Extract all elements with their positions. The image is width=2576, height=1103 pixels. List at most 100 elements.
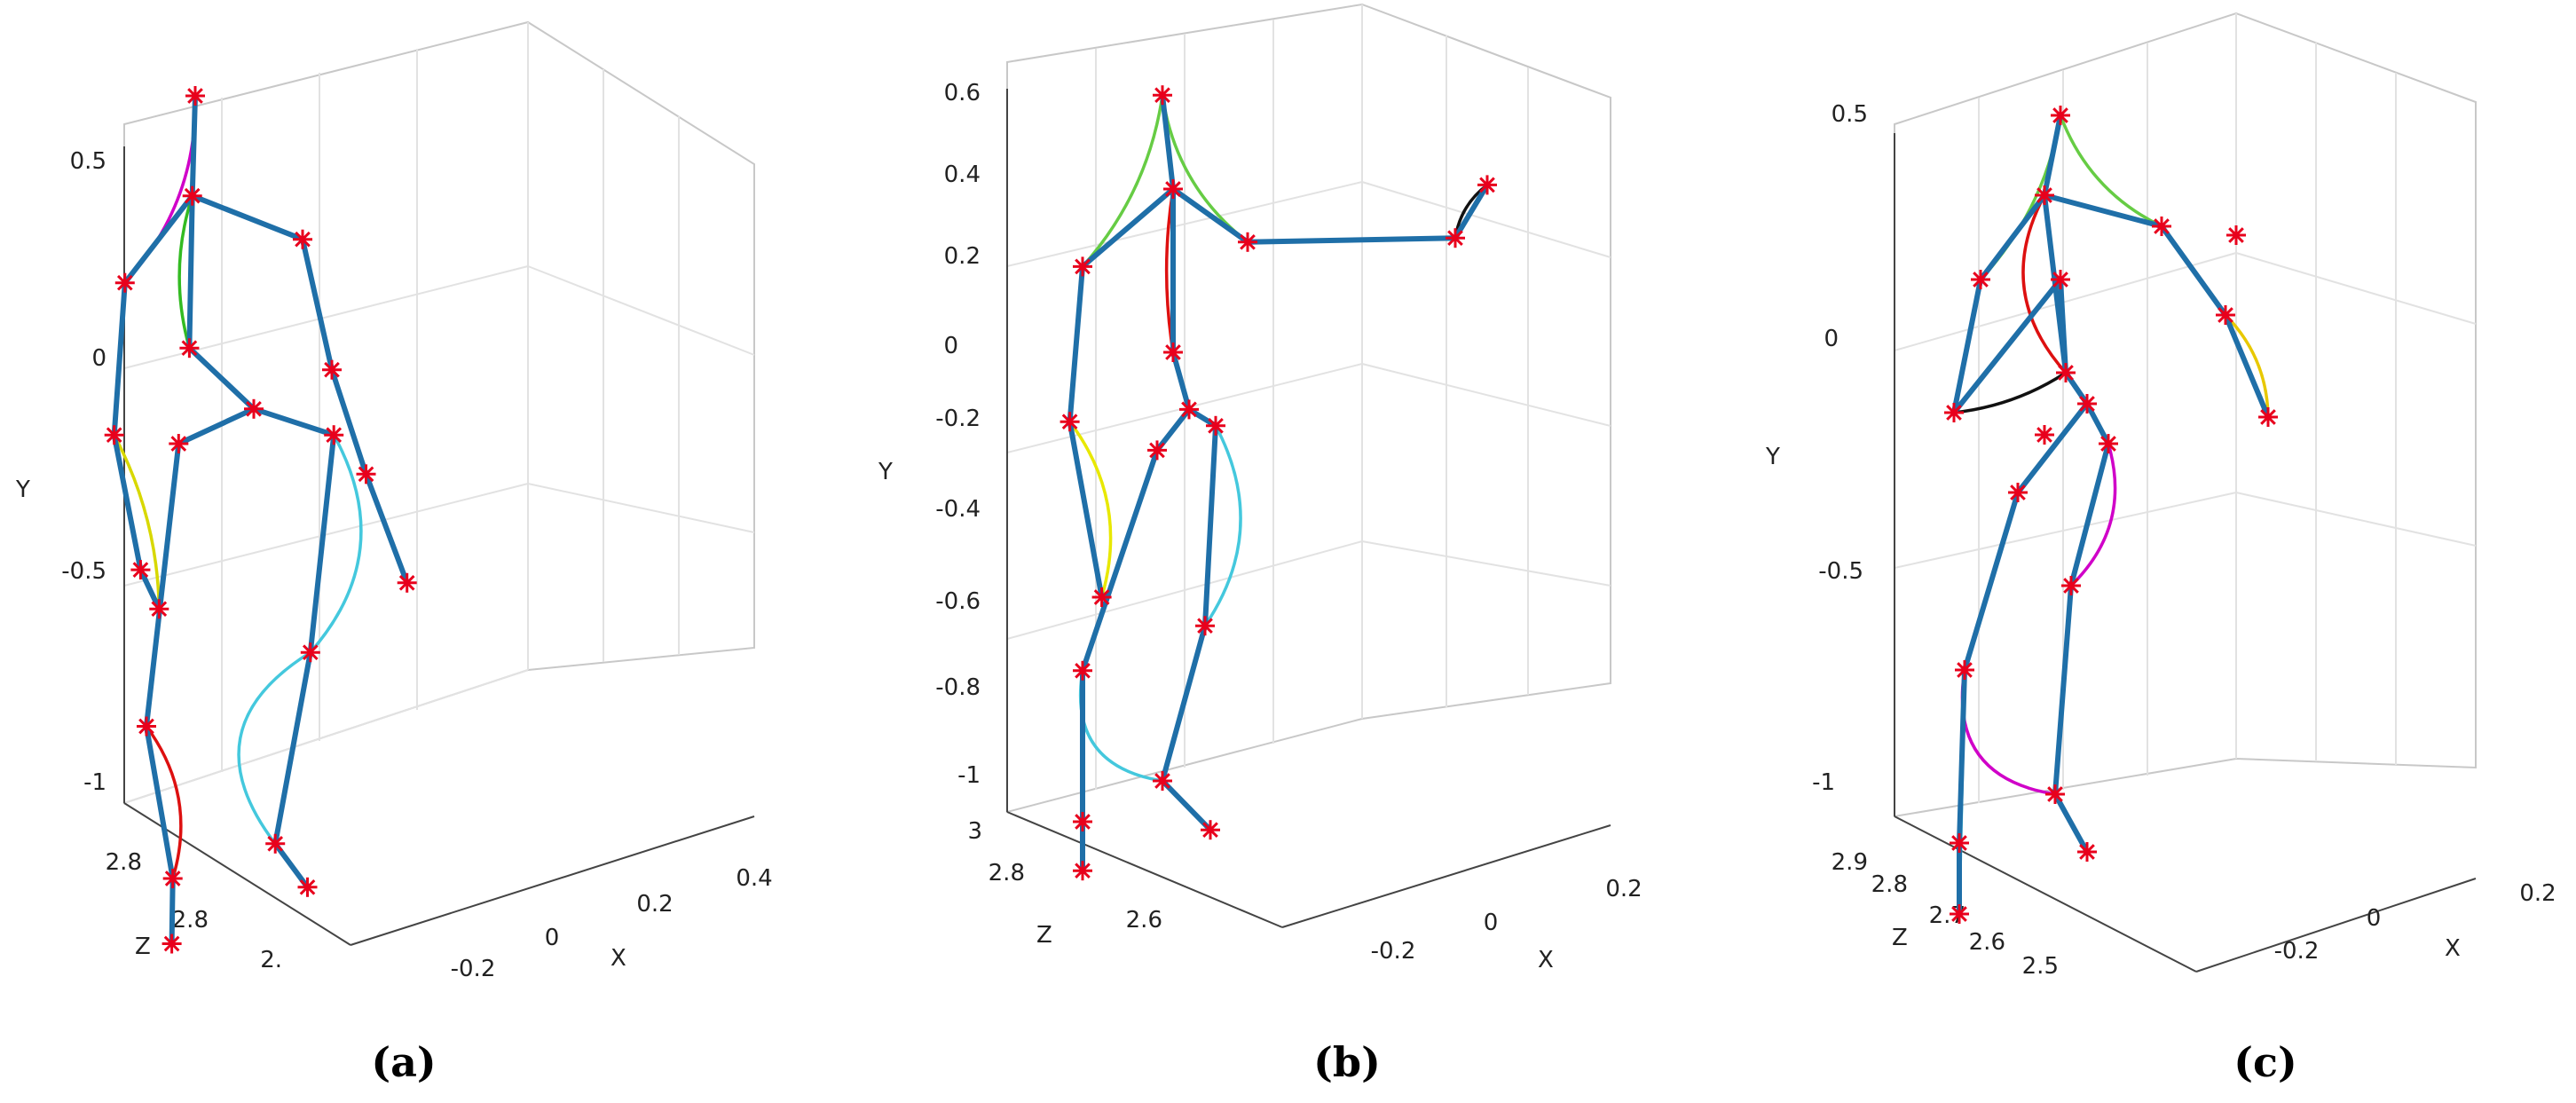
panel-a-skeleton xyxy=(104,86,417,954)
skeleton-bone xyxy=(2223,312,2271,420)
fitted-curve xyxy=(113,434,161,610)
fitted-curve xyxy=(123,95,197,284)
joint-marker xyxy=(300,642,320,663)
x-tick-label: 0 xyxy=(1484,910,1499,936)
joint-marker xyxy=(1073,861,1092,881)
skeleton-bone xyxy=(1160,778,1213,833)
skeleton-bone xyxy=(329,366,369,477)
panel-b-skeleton xyxy=(1060,85,1497,881)
skeleton-bone xyxy=(272,650,313,847)
skeleton-bone xyxy=(2052,792,2090,855)
z-tick-label: 2.8 xyxy=(172,907,209,934)
panel-a-y-tick-labels: 0.5 0 -0.5 -1 xyxy=(61,148,106,796)
panel-b-z-tick-labels: 3 2.8 2.6 xyxy=(967,818,1162,934)
fitted-curve xyxy=(1164,188,1175,353)
joint-marker xyxy=(1955,660,1974,680)
joint-marker xyxy=(324,425,344,445)
skeleton-bone xyxy=(2159,224,2228,318)
joint-marker xyxy=(185,86,205,106)
z-axis-label: Z xyxy=(1892,925,1908,951)
skeleton-bone xyxy=(1962,490,2021,673)
joint-marker xyxy=(322,359,342,380)
skeleton-bone xyxy=(111,432,144,573)
joint-marker xyxy=(1073,660,1092,681)
caption-a: (a) xyxy=(371,1038,436,1086)
skeleton-bone xyxy=(2042,193,2164,229)
joint-marker xyxy=(149,599,169,619)
joint-marker xyxy=(1073,812,1092,831)
joint-marker xyxy=(1944,403,1964,422)
joint-marker xyxy=(162,869,183,888)
skeleton-bone xyxy=(1080,447,1160,674)
y-tick-label: -0.8 xyxy=(935,674,981,701)
joint-marker xyxy=(1163,179,1183,199)
y-tick-label: 0 xyxy=(1824,326,1839,352)
skeleton-bone xyxy=(1170,186,1250,245)
joint-marker xyxy=(1060,412,1080,432)
skeleton-bone xyxy=(1202,422,1218,629)
joint-marker xyxy=(265,833,286,854)
joint-marker xyxy=(1163,343,1183,362)
joint-marker xyxy=(1477,175,1497,195)
z-tick-label: 2.8 xyxy=(989,860,1025,886)
y-tick-label: -0.2 xyxy=(935,406,981,432)
y-tick-label: -0.4 xyxy=(935,496,981,523)
joint-marker xyxy=(1950,833,1969,853)
skeleton-bone xyxy=(1453,182,1490,241)
joint-marker xyxy=(2216,305,2235,325)
joint-marker xyxy=(182,185,202,206)
y-tick-label: -0.5 xyxy=(61,558,106,585)
fitted-curve xyxy=(1068,421,1113,598)
y-axis-label: Y xyxy=(1765,444,1780,470)
joint-marker xyxy=(1091,587,1112,607)
z-tick-label: 3 xyxy=(967,818,982,845)
joint-marker xyxy=(397,572,417,593)
z-axis-label: Z xyxy=(135,934,151,960)
joint-marker xyxy=(297,877,318,897)
fitted-curve xyxy=(145,725,183,879)
joint-marker xyxy=(1201,820,1220,840)
z-tick-label: 2. xyxy=(260,947,282,973)
skeleton-bone xyxy=(2015,401,2090,495)
z-axis-label: Z xyxy=(1036,922,1052,949)
fitted-curve xyxy=(2021,194,2068,374)
panel-b-y-tick-labels: 0.6 0.4 0.2 0 -0.2 -0.4 -0.6 -0.8 -1 xyxy=(935,80,981,789)
fitted-curve xyxy=(1960,669,2056,796)
joint-marker xyxy=(2226,225,2246,245)
panel-c-axes xyxy=(1894,133,2477,973)
y-tick-label: 0.4 xyxy=(944,162,981,188)
joint-marker xyxy=(2045,784,2065,804)
y-tick-label: -1 xyxy=(957,762,981,789)
panel-b-grid xyxy=(1006,3,1611,814)
x-tick-label: 0 xyxy=(545,925,560,951)
skeleton-bone xyxy=(2052,583,2074,797)
joint-marker xyxy=(179,338,200,358)
joint-marker xyxy=(1950,904,1969,924)
joint-marker xyxy=(1446,228,1465,248)
y-tick-label: -1 xyxy=(83,769,106,796)
fitted-curve xyxy=(309,434,363,654)
fitted-curve xyxy=(1203,424,1242,627)
joint-marker xyxy=(2051,106,2070,125)
panel-c-grid xyxy=(1894,12,2477,818)
fitted-curve xyxy=(237,650,311,845)
joint-marker xyxy=(169,434,189,453)
fitted-curve xyxy=(177,195,194,349)
panel-c-x-tick-labels: -0.2 0 0.2 xyxy=(2274,880,2556,965)
panel-c-z-tick-labels: 2.9 2.8 2.7 2.6 2.5 xyxy=(1832,849,2059,980)
y-tick-label: 0 xyxy=(91,345,106,372)
x-axis-label: X xyxy=(2445,935,2461,962)
joint-marker xyxy=(2051,270,2070,289)
joint-marker xyxy=(1153,85,1172,106)
panel-a-grid xyxy=(123,20,755,805)
skeleton-bone xyxy=(1160,92,1176,192)
skeleton-bone xyxy=(2042,113,2063,198)
joint-marker xyxy=(293,229,312,249)
y-tick-label: -0.6 xyxy=(935,588,981,615)
x-tick-label: -0.2 xyxy=(1371,938,1416,965)
z-tick-label: 2.8 xyxy=(1871,871,1908,898)
skeleton-bone xyxy=(138,567,162,612)
skeleton-bone xyxy=(1067,264,1085,425)
skeleton-bone xyxy=(1170,350,1192,413)
